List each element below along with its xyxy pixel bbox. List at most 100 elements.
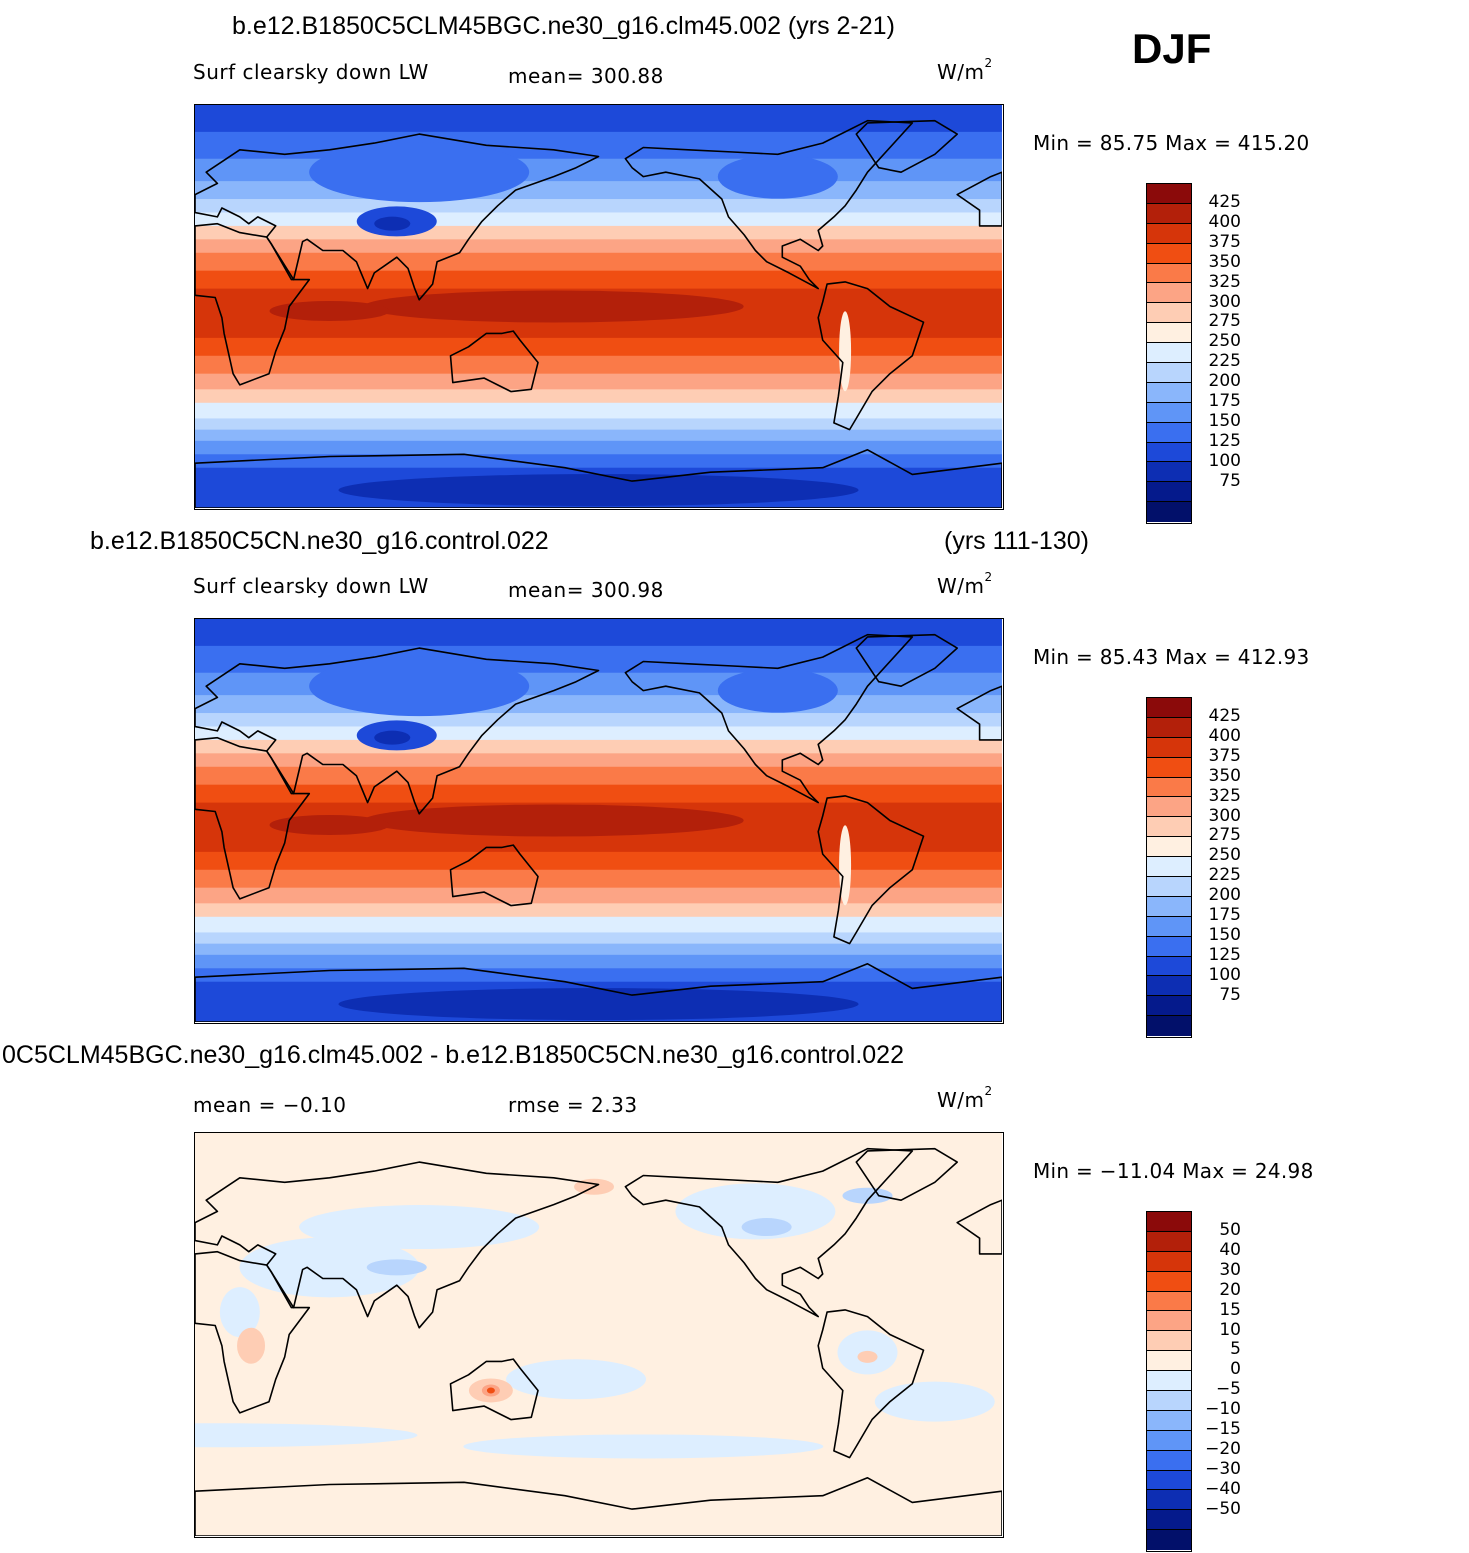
- colorbar-swatch: [1147, 936, 1191, 957]
- colorbar-tick-label: 40: [1219, 1239, 1241, 1260]
- colorbar-tick-label: 225: [1208, 865, 1241, 886]
- colorbar-swatch: [1147, 382, 1191, 403]
- coastline-australia: [449, 844, 539, 907]
- colorbar-swatch: [1147, 1490, 1191, 1511]
- colorbar-swatch: [1147, 1410, 1191, 1431]
- colorbar-tick-label: 425: [1208, 706, 1241, 726]
- colorbar-tick-label: 15: [1219, 1299, 1241, 1320]
- coastline-europe2: [956, 685, 1002, 741]
- colorbar-tick-label: 5: [1230, 1339, 1241, 1360]
- panel-3-mean-label: mean = −0.10: [193, 1093, 347, 1117]
- coastline-namerica: [624, 1147, 914, 1318]
- colorbar-swatch: [1147, 797, 1191, 818]
- coastline-samerica: [817, 1309, 925, 1459]
- colorbar-swatch: [1147, 402, 1191, 423]
- colorbar-tick-label: 200: [1208, 885, 1241, 906]
- coastline-africa: [195, 222, 311, 386]
- colorbar-tick-label: −20: [1205, 1438, 1241, 1459]
- colorbar-swatch: [1147, 1331, 1191, 1352]
- coastline-australia: [449, 1358, 539, 1421]
- colorbar-swatch: [1147, 877, 1191, 897]
- colorbar-tick-label: 250: [1208, 331, 1241, 352]
- coastline-namerica: [624, 633, 914, 804]
- colorbar-swatch: [1147, 1391, 1191, 1411]
- panel-3-map: [194, 1132, 1004, 1538]
- colorbar-swatch: [1147, 1450, 1191, 1471]
- panel-1-units: W/m2: [937, 56, 993, 84]
- colorbar-swatch: [1147, 996, 1191, 1017]
- colorbar-tick-label: 200: [1208, 371, 1241, 392]
- panel-1-variable-label: Surf clearsky down LW: [193, 60, 429, 84]
- colorbar-tick-label: 250: [1208, 845, 1241, 866]
- coastline-greenland: [855, 633, 958, 687]
- panel-2-minmax: Min = 85.43 Max = 412.93: [1033, 645, 1310, 669]
- panel-2-map: [194, 618, 1004, 1024]
- colorbar-swatch: [1147, 442, 1191, 463]
- colorbar-tick-label: 100: [1208, 964, 1241, 985]
- colorbar-tick-label: 350: [1208, 251, 1241, 272]
- colorbar-tick-label: 300: [1208, 805, 1241, 826]
- coastline-namerica: [624, 119, 914, 290]
- colorbar-tick-label: −30: [1205, 1458, 1241, 1479]
- colorbar-tick-label: −5: [1215, 1379, 1241, 1400]
- colorbar-tick-label: 400: [1208, 725, 1241, 746]
- coastline-samerica: [817, 795, 925, 945]
- colorbar-swatch: [1147, 1430, 1191, 1451]
- coastline-europe2: [956, 1199, 1002, 1255]
- colorbar-tick-label: 175: [1208, 391, 1241, 411]
- colorbar-tick-label: 150: [1208, 924, 1241, 945]
- panel-1-colorbar: [1146, 183, 1192, 525]
- colorbar-tick-label: 225: [1208, 351, 1241, 372]
- panel-1-title: b.e12.B1850C5CLM45BGC.ne30_g16.clm45.002…: [232, 12, 895, 40]
- colorbar-swatch: [1147, 1212, 1191, 1232]
- colorbar-tick-label: 375: [1208, 745, 1241, 766]
- colorbar-swatch: [1147, 1231, 1191, 1252]
- colorbar-tick-label: 0: [1230, 1359, 1241, 1380]
- colorbar-swatch: [1147, 956, 1191, 977]
- colorbar-swatch: [1147, 363, 1191, 383]
- colorbar-swatch: [1147, 777, 1191, 798]
- panel-3-title: 0C5CLM45BGC.ne30_g16.clm45.002 - b.e12.B…: [2, 1041, 904, 1069]
- panel-3-colorbar: [1146, 1211, 1192, 1553]
- colorbar-tick-label: 325: [1208, 271, 1241, 292]
- colorbar-swatch: [1147, 817, 1191, 838]
- panel-2-variable-label: Surf clearsky down LW: [193, 574, 429, 598]
- colorbar-tick-label: 75: [1219, 470, 1241, 491]
- coastline-eurasia: [195, 1161, 600, 1329]
- colorbar-swatch: [1147, 1470, 1191, 1491]
- colorbar-tick-label: −10: [1205, 1399, 1241, 1420]
- panel-2-years: (yrs 111-130): [944, 527, 1089, 555]
- colorbar-swatch: [1147, 857, 1191, 878]
- colorbar-swatch: [1147, 203, 1191, 224]
- colorbar-swatch: [1147, 323, 1191, 344]
- panel-1-map: [194, 104, 1004, 510]
- panel-2-colorbar: [1146, 697, 1192, 1039]
- colorbar-swatch: [1147, 184, 1191, 204]
- colorbar-tick-label: 350: [1208, 765, 1241, 786]
- panel-3-minmax: Min = −11.04 Max = 24.98: [1033, 1159, 1314, 1183]
- panel-1-mean-label: mean= 300.88: [508, 64, 664, 88]
- colorbar-tick-label: 425: [1208, 192, 1241, 212]
- colorbar-tick-label: 30: [1219, 1259, 1241, 1280]
- colorbar-swatch: [1147, 717, 1191, 738]
- panel-2-mean-label: mean= 300.98: [508, 578, 664, 602]
- coastline-eurasia: [195, 647, 600, 815]
- coastline-africa: [195, 1250, 311, 1414]
- colorbar-swatch: [1147, 263, 1191, 284]
- panel-2-title: b.e12.B1850C5CN.ne30_g16.control.022: [90, 527, 549, 555]
- colorbar-swatch: [1147, 698, 1191, 718]
- colorbar-swatch: [1147, 1271, 1191, 1292]
- colorbar-swatch: [1147, 343, 1191, 364]
- colorbar-tick-label: −50: [1205, 1498, 1241, 1519]
- colorbar-swatch: [1147, 303, 1191, 324]
- colorbar-swatch: [1147, 837, 1191, 858]
- colorbar-swatch: [1147, 422, 1191, 443]
- coastline-eurasia: [195, 133, 600, 301]
- colorbar-tick-label: 50: [1219, 1220, 1241, 1240]
- panel-3-rmse-label: rmse = 2.33: [508, 1093, 638, 1117]
- colorbar-tick-label: 325: [1208, 785, 1241, 806]
- coastline-antarctica: [195, 449, 1002, 508]
- colorbar-swatch: [1147, 482, 1191, 503]
- colorbar-swatch: [1147, 1371, 1191, 1392]
- colorbar-tick-label: 20: [1219, 1279, 1241, 1300]
